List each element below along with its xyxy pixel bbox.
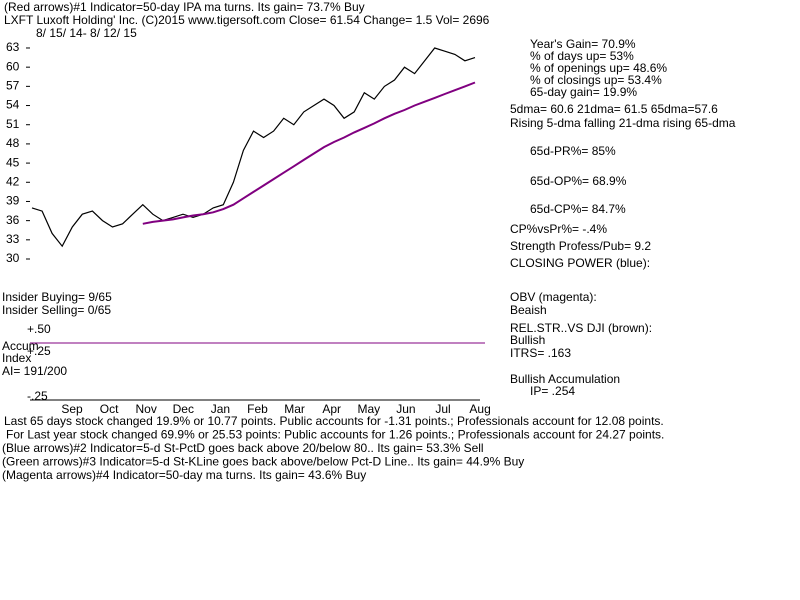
x-tick-label: Feb <box>247 402 268 416</box>
summary-line: (Blue arrows)#2 Indicator=5-d St-PctD go… <box>2 441 484 455</box>
x-tick-label: Dec <box>173 402 194 416</box>
stat-text: % of days up= 53% <box>530 49 634 63</box>
chart-subtitle: (Red arrows)#1 Indicator=50-day IPA ma t… <box>4 0 365 14</box>
y-tick-label: 48 <box>6 136 20 150</box>
stat-text: Year's Gain= 70.9% <box>530 37 636 51</box>
stat-text: 65d-PR%= 85% <box>530 144 616 158</box>
x-tick-label: Jul <box>435 402 450 416</box>
y-tick-label: 54 <box>6 98 20 112</box>
summary-line: (Magenta arrows)#4 Indicator=50-day ma t… <box>2 468 366 482</box>
x-tick-label: Mar <box>284 402 305 416</box>
stat-text: 65d-OP%= 68.9% <box>530 174 627 188</box>
accum-tick: -.25 <box>27 389 48 403</box>
left-note: Insider Selling= 0/65 <box>2 303 111 317</box>
y-tick-label: 45 <box>6 155 20 169</box>
stat-text: Bullish Accumulation <box>510 372 620 386</box>
chart-title: LXFT Luxoft Holding' Inc. (C)2015 www.ti… <box>4 13 490 27</box>
left-note: Insider Buying= 9/65 <box>2 290 112 304</box>
y-tick-label: 51 <box>6 117 20 131</box>
stat-text: Bullish <box>510 333 545 347</box>
series-line <box>31 47 476 248</box>
x-tick-label: Jun <box>396 402 415 416</box>
summary-line: For Last year stock changed 69.9% or 25.… <box>6 428 664 442</box>
stat-text: 65-day gain= 19.9% <box>530 85 637 99</box>
x-tick-label: May <box>357 402 380 416</box>
y-tick-label: 57 <box>6 79 20 93</box>
stat-text: CLOSING POWER (blue): <box>510 256 650 270</box>
summary-line: Last 65 days stock changed 19.9% or 10.7… <box>4 414 664 428</box>
stat-text: % of openings up= 48.6% <box>530 61 667 75</box>
y-tick-label: 33 <box>6 232 20 246</box>
stat-text: 5dma= 60.6 21dma= 61.5 65dma=57.6 <box>510 102 718 116</box>
x-tick-label: Nov <box>136 402 157 416</box>
left-note: Index <box>2 351 31 365</box>
accum-tick: +.25 <box>27 344 51 358</box>
stat-text: OBV (magenta): <box>510 290 597 304</box>
x-tick-label: Aug <box>469 402 490 416</box>
left-note: AI= 191/200 <box>2 364 67 378</box>
stat-text: % of closings up= 53.4% <box>530 73 662 87</box>
y-tick-label: 36 <box>6 213 20 227</box>
stat-text: CP%vsPr%= -.4% <box>510 222 607 236</box>
series-line <box>142 81 476 225</box>
x-tick-label: Sep <box>61 402 83 416</box>
accum-tick: +.50 <box>27 322 51 336</box>
y-tick-label: 39 <box>6 194 20 208</box>
stat-text: Beaish <box>510 303 547 317</box>
y-tick-label: 30 <box>6 251 20 265</box>
x-tick-label: Apr <box>322 402 341 416</box>
y-tick-label: 63 <box>6 40 20 54</box>
y-tick-label: 60 <box>6 59 20 73</box>
stat-text: Rising 5-dma falling 21-dma rising 65-dm… <box>510 116 736 130</box>
left-note: Accum <box>2 339 39 353</box>
summary-line: (Green arrows)#3 Indicator=5-d St-KLine … <box>2 455 524 469</box>
stat-text: ITRS= .163 <box>510 346 571 360</box>
date-range: 8/ 15/ 14- 8/ 12/ 15 <box>36 26 137 40</box>
x-tick-label: Oct <box>100 402 119 416</box>
stat-text: REL.STR..VS DJI (brown): <box>510 321 652 335</box>
stat-text: IP= .254 <box>530 384 575 398</box>
x-tick-label: Jan <box>211 402 230 416</box>
stat-text: Strength Profess/Pub= 9.2 <box>510 239 651 253</box>
y-tick-label: 42 <box>6 174 20 188</box>
stat-text: 65d-CP%= 84.7% <box>530 202 626 216</box>
